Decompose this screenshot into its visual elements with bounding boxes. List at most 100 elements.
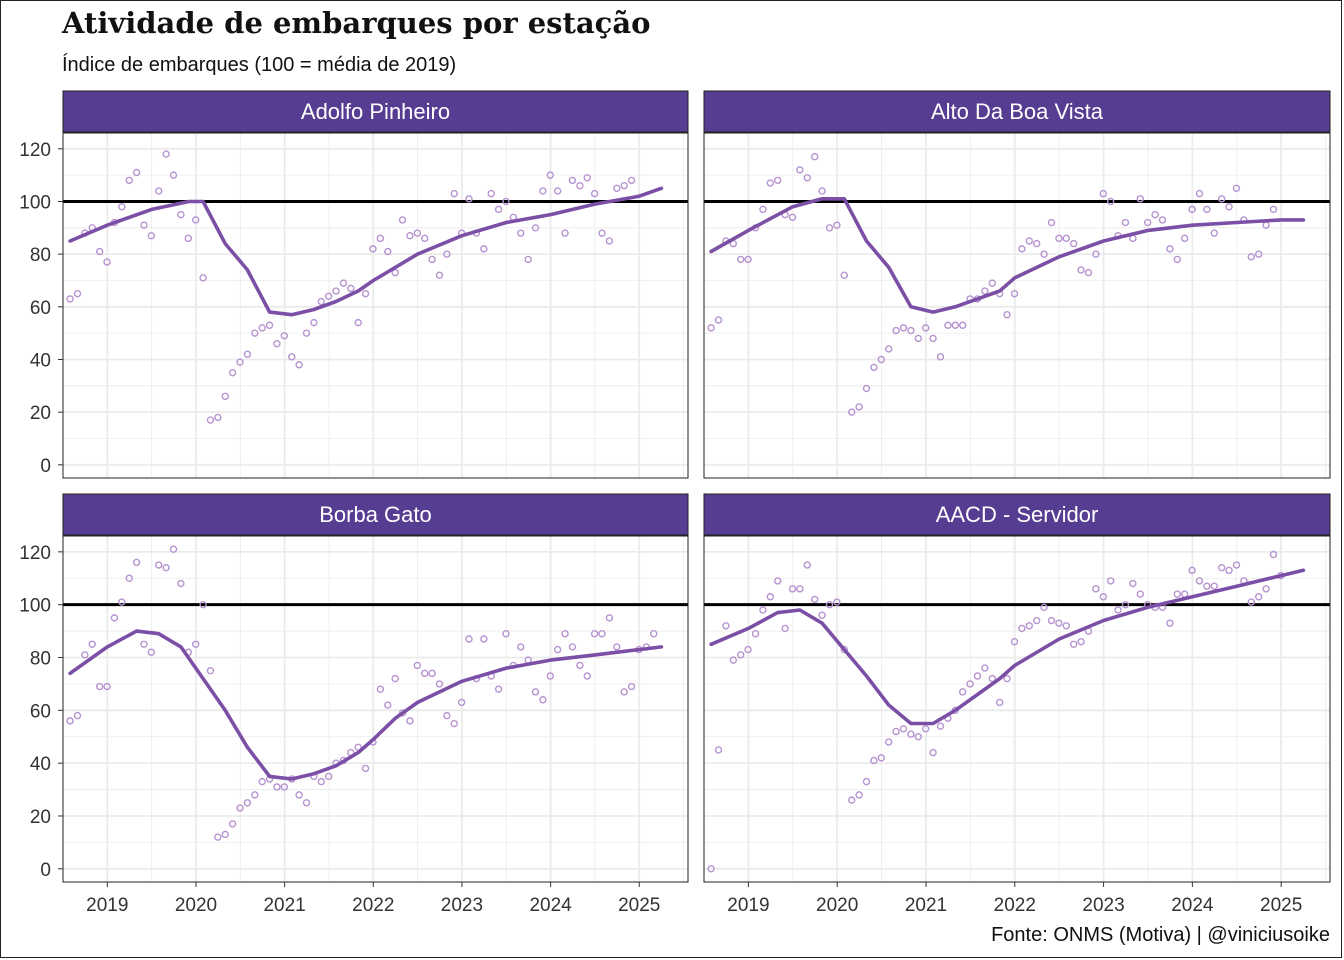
data-point xyxy=(73,289,82,298)
data-point xyxy=(892,326,900,335)
data-point xyxy=(988,279,996,287)
data-point xyxy=(1003,674,1011,683)
y-tick-label: 80 xyxy=(30,245,51,266)
data-point xyxy=(251,791,259,799)
panel-strip-3 xyxy=(62,493,689,536)
data-point xyxy=(576,181,584,190)
trend-line-4 xyxy=(709,568,1306,726)
data-point xyxy=(221,392,229,401)
data-point xyxy=(862,777,871,786)
y-tick-label: 80 xyxy=(30,648,51,669)
data-point xyxy=(973,672,982,680)
data-point xyxy=(1210,229,1218,237)
data-point xyxy=(1262,585,1270,593)
data-point xyxy=(1040,603,1048,612)
data-point xyxy=(1069,640,1078,648)
data-point xyxy=(1254,250,1263,258)
data-point xyxy=(1203,205,1211,214)
data-point xyxy=(391,674,399,683)
data-point xyxy=(1047,616,1056,625)
data-point xyxy=(1099,189,1107,198)
data-point xyxy=(627,682,636,691)
data-point xyxy=(110,614,119,622)
data-point xyxy=(773,577,782,585)
data-point xyxy=(324,292,333,300)
chart-subtitle: Índice de embarques (100 = média de 2019… xyxy=(62,54,457,76)
data-point xyxy=(1077,266,1085,274)
data-point xyxy=(391,268,399,277)
y-tick-label: 120 xyxy=(19,543,51,564)
data-point xyxy=(929,748,937,757)
data-point xyxy=(1254,593,1263,601)
data-point xyxy=(443,250,451,258)
data-point xyxy=(295,361,303,369)
data-point xyxy=(206,416,215,424)
trend-line-1 xyxy=(68,186,664,317)
data-point xyxy=(995,698,1004,707)
data-point xyxy=(921,324,930,332)
data-point xyxy=(1040,250,1048,258)
data-point xyxy=(1225,203,1233,211)
data-point xyxy=(553,187,562,195)
data-point xyxy=(1010,637,1019,646)
y-tick-label: 0 xyxy=(40,860,51,881)
panel-border-4 xyxy=(703,535,1331,883)
panel-border-2 xyxy=(703,132,1331,479)
data-point xyxy=(332,287,340,295)
data-point xyxy=(914,733,922,741)
x-tick-label: 2021 xyxy=(905,895,947,916)
data-point xyxy=(1062,622,1070,630)
data-point xyxy=(531,688,540,696)
data-point xyxy=(840,271,848,279)
data-point xyxy=(147,648,156,656)
data-point xyxy=(118,598,126,606)
data-point xyxy=(258,324,266,332)
data-point xyxy=(450,189,458,198)
data-point xyxy=(480,635,488,643)
data-point xyxy=(1114,606,1122,614)
data-point xyxy=(766,593,774,601)
data-point xyxy=(605,237,614,245)
data-point xyxy=(95,247,104,256)
data-point xyxy=(620,688,628,696)
data-point xyxy=(847,408,856,416)
data-point xyxy=(199,274,207,282)
data-point xyxy=(1106,577,1115,585)
data-point xyxy=(243,799,252,807)
data-point xyxy=(140,221,148,229)
data-point xyxy=(1232,561,1241,569)
data-point xyxy=(981,287,989,295)
data-point xyxy=(1121,600,1130,609)
data-point xyxy=(1047,218,1056,227)
data-point xyxy=(1136,195,1144,203)
data-point xyxy=(317,777,325,786)
data-point xyxy=(907,326,915,335)
data-point xyxy=(531,224,540,232)
data-point xyxy=(435,271,444,279)
panel-strip-4 xyxy=(703,493,1331,536)
panel-title-2: Alto Da Boa Vista xyxy=(931,99,1104,124)
data-point xyxy=(781,624,789,633)
x-tick-label: 2021 xyxy=(263,895,305,916)
data-point xyxy=(1025,622,1033,630)
data-point xyxy=(539,696,547,704)
data-point xyxy=(162,150,170,158)
data-point xyxy=(810,595,819,604)
data-point xyxy=(870,756,878,765)
data-point xyxy=(73,711,82,720)
x-tick-label: 2019 xyxy=(86,895,128,916)
data-point xyxy=(132,558,141,567)
data-point xyxy=(1032,616,1041,625)
y-tick-label: 100 xyxy=(19,596,51,617)
data-point xyxy=(546,171,554,179)
data-point xyxy=(929,334,937,343)
data-point xyxy=(191,640,200,648)
data-point xyxy=(1099,593,1107,601)
data-point xyxy=(140,640,148,648)
data-point xyxy=(568,643,577,651)
panel-border-3 xyxy=(62,535,689,883)
data-point xyxy=(147,232,156,240)
data-point xyxy=(1055,234,1063,243)
data-point xyxy=(627,176,636,185)
